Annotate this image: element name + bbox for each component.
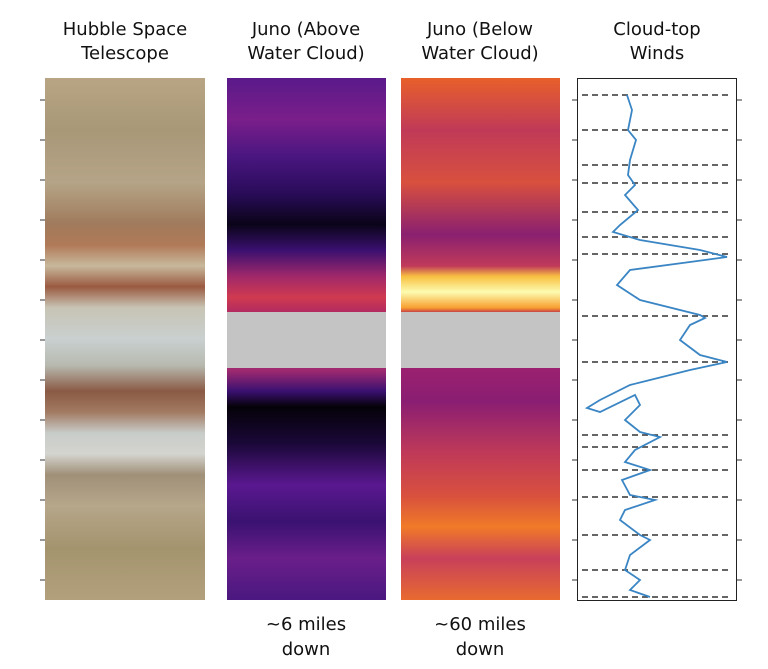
panel-title: Cloud-top: [613, 19, 700, 40]
caption: down: [282, 639, 331, 660]
gap: [401, 312, 560, 368]
caption: ~60 miles: [434, 614, 526, 635]
caption: down: [456, 639, 505, 660]
panel-title: Juno (Below: [426, 19, 533, 40]
caption: ~6 miles: [266, 614, 346, 635]
ticks: [40, 94, 742, 598]
panel-title: Telescope: [80, 43, 169, 64]
panel-title: Water Cloud): [421, 43, 538, 64]
panel-title: Juno (Above: [251, 19, 360, 40]
winds-panel: [577, 78, 737, 601]
hubble-image: [45, 78, 205, 600]
titles: Hubble Space Telescope Juno (Above Water…: [63, 19, 701, 64]
gap: [227, 312, 386, 368]
panel-title: Water Cloud): [247, 43, 364, 64]
panel-title: Winds: [630, 43, 685, 64]
wind-profile: [584, 94, 728, 598]
panel-title: Hubble Space: [63, 19, 187, 40]
